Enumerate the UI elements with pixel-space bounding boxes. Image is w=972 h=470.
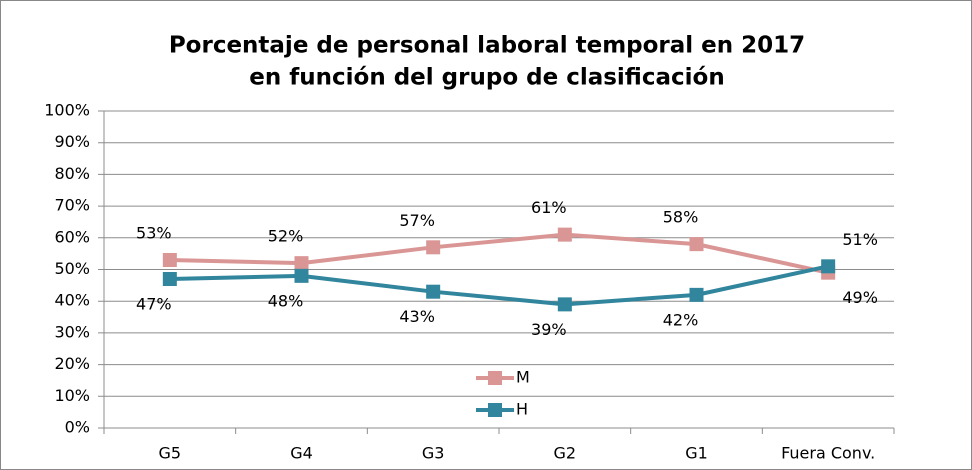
- data-label: 42%: [663, 310, 699, 329]
- y-tick-label: 70%: [54, 196, 90, 215]
- series-line: [169, 232, 829, 275]
- x-tick-label: G5: [159, 444, 182, 463]
- y-tick-label: 90%: [54, 132, 90, 151]
- marker: [821, 259, 836, 274]
- data-label: 47%: [136, 295, 172, 314]
- y-tick-label: 10%: [54, 386, 90, 405]
- marker: [294, 256, 309, 271]
- marker: [557, 227, 572, 242]
- x-tick-label: G1: [685, 444, 708, 463]
- marker: [557, 297, 572, 312]
- marker: [426, 284, 441, 299]
- y-tick-label: 30%: [54, 322, 90, 341]
- data-label: 39%: [531, 320, 567, 339]
- data-label: 51%: [842, 230, 878, 249]
- marker: [689, 287, 704, 302]
- marker: [689, 237, 704, 252]
- x-tick-label: G3: [422, 444, 445, 463]
- data-label: 49%: [842, 288, 878, 307]
- legend-label: M: [516, 368, 530, 387]
- x-tick-label: G4: [290, 444, 313, 463]
- y-tick-label: 0%: [65, 418, 90, 437]
- y-tick-label: 40%: [54, 291, 90, 310]
- data-label: 52%: [268, 227, 304, 246]
- marker: [294, 268, 309, 283]
- data-label: 58%: [663, 208, 699, 227]
- chart-title: en función del grupo de clasificación: [249, 65, 724, 91]
- data-label: 53%: [136, 223, 172, 242]
- data-label: 43%: [399, 307, 435, 326]
- data-label: 57%: [399, 211, 435, 230]
- marker: [162, 272, 177, 287]
- marker: [162, 252, 177, 267]
- series-line: [169, 264, 829, 307]
- y-tick-label: 80%: [54, 164, 90, 183]
- legend-marker: [488, 371, 502, 385]
- y-tick-label: 60%: [54, 227, 90, 246]
- legend-marker: [488, 403, 502, 417]
- y-tick-label: 50%: [54, 259, 90, 278]
- x-tick-label: Fuera Conv.: [781, 444, 875, 463]
- chart-title: Porcentaje de personal laboral temporal …: [169, 33, 805, 59]
- x-tick-label: G2: [554, 444, 577, 463]
- data-label: 61%: [531, 198, 567, 217]
- y-tick-label: 20%: [54, 354, 90, 373]
- legend-label: H: [516, 400, 528, 419]
- y-tick-label: 100%: [44, 101, 90, 120]
- data-label: 48%: [268, 291, 304, 310]
- marker: [426, 240, 441, 255]
